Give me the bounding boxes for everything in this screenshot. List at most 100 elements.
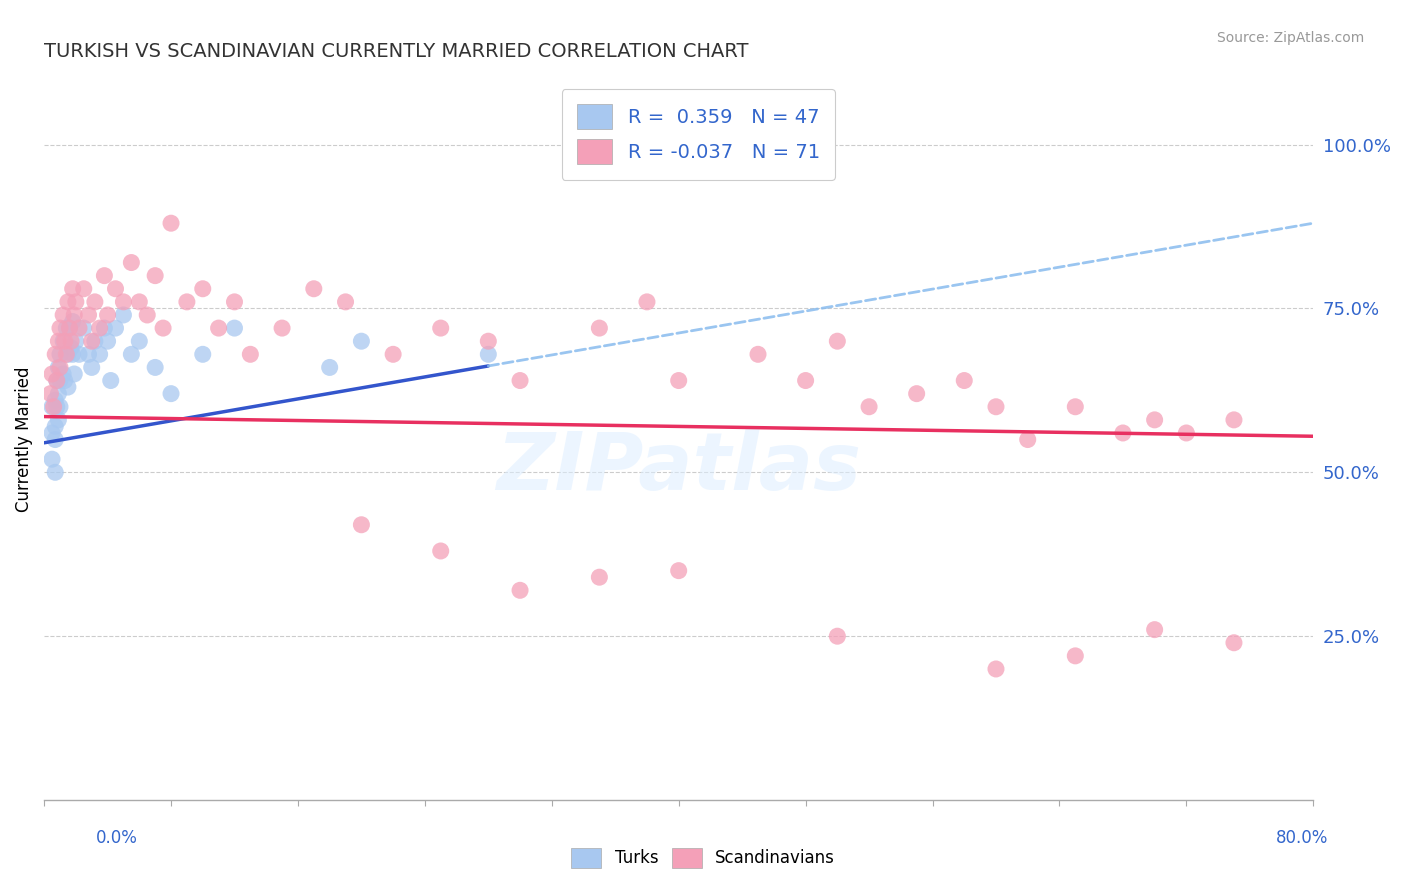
Point xyxy=(58,321,80,335)
Point xyxy=(44,419,66,434)
Legend: R =  0.359   N = 47, R = -0.037   N = 71: R = 0.359 N = 47, R = -0.037 N = 71 xyxy=(561,88,835,179)
Point xyxy=(80,360,103,375)
Point xyxy=(49,360,72,375)
Point xyxy=(58,321,80,335)
Point xyxy=(747,347,769,361)
Point xyxy=(80,334,103,349)
Point xyxy=(143,360,166,375)
Point xyxy=(128,334,150,349)
Point xyxy=(41,452,63,467)
Text: 0.0%: 0.0% xyxy=(96,829,138,847)
Point xyxy=(509,583,531,598)
Point xyxy=(56,294,79,309)
Point xyxy=(55,321,77,335)
Point xyxy=(53,374,76,388)
Text: Source: ZipAtlas.com: Source: ZipAtlas.com xyxy=(1216,31,1364,45)
Point xyxy=(271,321,294,335)
Point xyxy=(48,413,70,427)
Point xyxy=(858,400,880,414)
Point xyxy=(668,564,690,578)
Point xyxy=(128,294,150,309)
Point xyxy=(477,334,499,349)
Point xyxy=(41,425,63,440)
Point xyxy=(49,321,72,335)
Text: TURKISH VS SCANDINAVIAN CURRENTLY MARRIED CORRELATION CHART: TURKISH VS SCANDINAVIAN CURRENTLY MARRIE… xyxy=(44,42,748,61)
Point xyxy=(120,347,142,361)
Point xyxy=(1223,636,1246,650)
Point xyxy=(382,347,405,361)
Point xyxy=(104,321,127,335)
Point xyxy=(41,367,63,381)
Point xyxy=(112,294,135,309)
Point xyxy=(62,282,84,296)
Point xyxy=(39,386,62,401)
Point xyxy=(350,334,373,349)
Point xyxy=(65,294,87,309)
Point xyxy=(83,294,105,309)
Y-axis label: Currently Married: Currently Married xyxy=(15,367,32,512)
Point xyxy=(239,347,262,361)
Point xyxy=(83,334,105,349)
Point xyxy=(1112,425,1135,440)
Point xyxy=(318,360,340,375)
Point xyxy=(65,334,87,349)
Point xyxy=(49,374,72,388)
Point xyxy=(45,400,67,414)
Point xyxy=(668,374,690,388)
Point xyxy=(97,308,120,322)
Point xyxy=(207,321,229,335)
Point xyxy=(56,380,79,394)
Point xyxy=(636,294,658,309)
Point xyxy=(984,400,1007,414)
Point xyxy=(67,321,90,335)
Point xyxy=(60,334,83,349)
Point xyxy=(1017,433,1039,447)
Point xyxy=(120,255,142,269)
Point xyxy=(350,517,373,532)
Point xyxy=(335,294,357,309)
Point xyxy=(100,374,122,388)
Point xyxy=(477,347,499,361)
Point xyxy=(984,662,1007,676)
Point xyxy=(160,216,183,230)
Point xyxy=(588,321,610,335)
Point xyxy=(53,334,76,349)
Point xyxy=(1064,648,1087,663)
Point xyxy=(176,294,198,309)
Point xyxy=(73,282,96,296)
Point xyxy=(224,294,246,309)
Point xyxy=(93,268,115,283)
Point xyxy=(60,341,83,355)
Point xyxy=(62,314,84,328)
Point xyxy=(52,367,75,381)
Point xyxy=(63,308,86,322)
Point xyxy=(48,386,70,401)
Point xyxy=(191,347,214,361)
Point xyxy=(152,321,174,335)
Point xyxy=(191,282,214,296)
Point xyxy=(45,374,67,388)
Point xyxy=(429,321,451,335)
Point xyxy=(953,374,976,388)
Point xyxy=(224,321,246,335)
Point xyxy=(93,321,115,335)
Point xyxy=(143,268,166,283)
Point xyxy=(48,360,70,375)
Point xyxy=(89,321,111,335)
Point xyxy=(67,347,90,361)
Point xyxy=(52,334,75,349)
Legend: Turks, Scandinavians: Turks, Scandinavians xyxy=(565,841,841,875)
Point xyxy=(905,386,928,401)
Point xyxy=(44,347,66,361)
Point xyxy=(136,308,159,322)
Point xyxy=(97,334,120,349)
Point xyxy=(112,308,135,322)
Point xyxy=(52,308,75,322)
Text: 80.0%: 80.0% xyxy=(1277,829,1329,847)
Point xyxy=(509,374,531,388)
Point xyxy=(1175,425,1198,440)
Point xyxy=(62,347,84,361)
Point xyxy=(44,393,66,408)
Point xyxy=(1064,400,1087,414)
Point xyxy=(42,400,65,414)
